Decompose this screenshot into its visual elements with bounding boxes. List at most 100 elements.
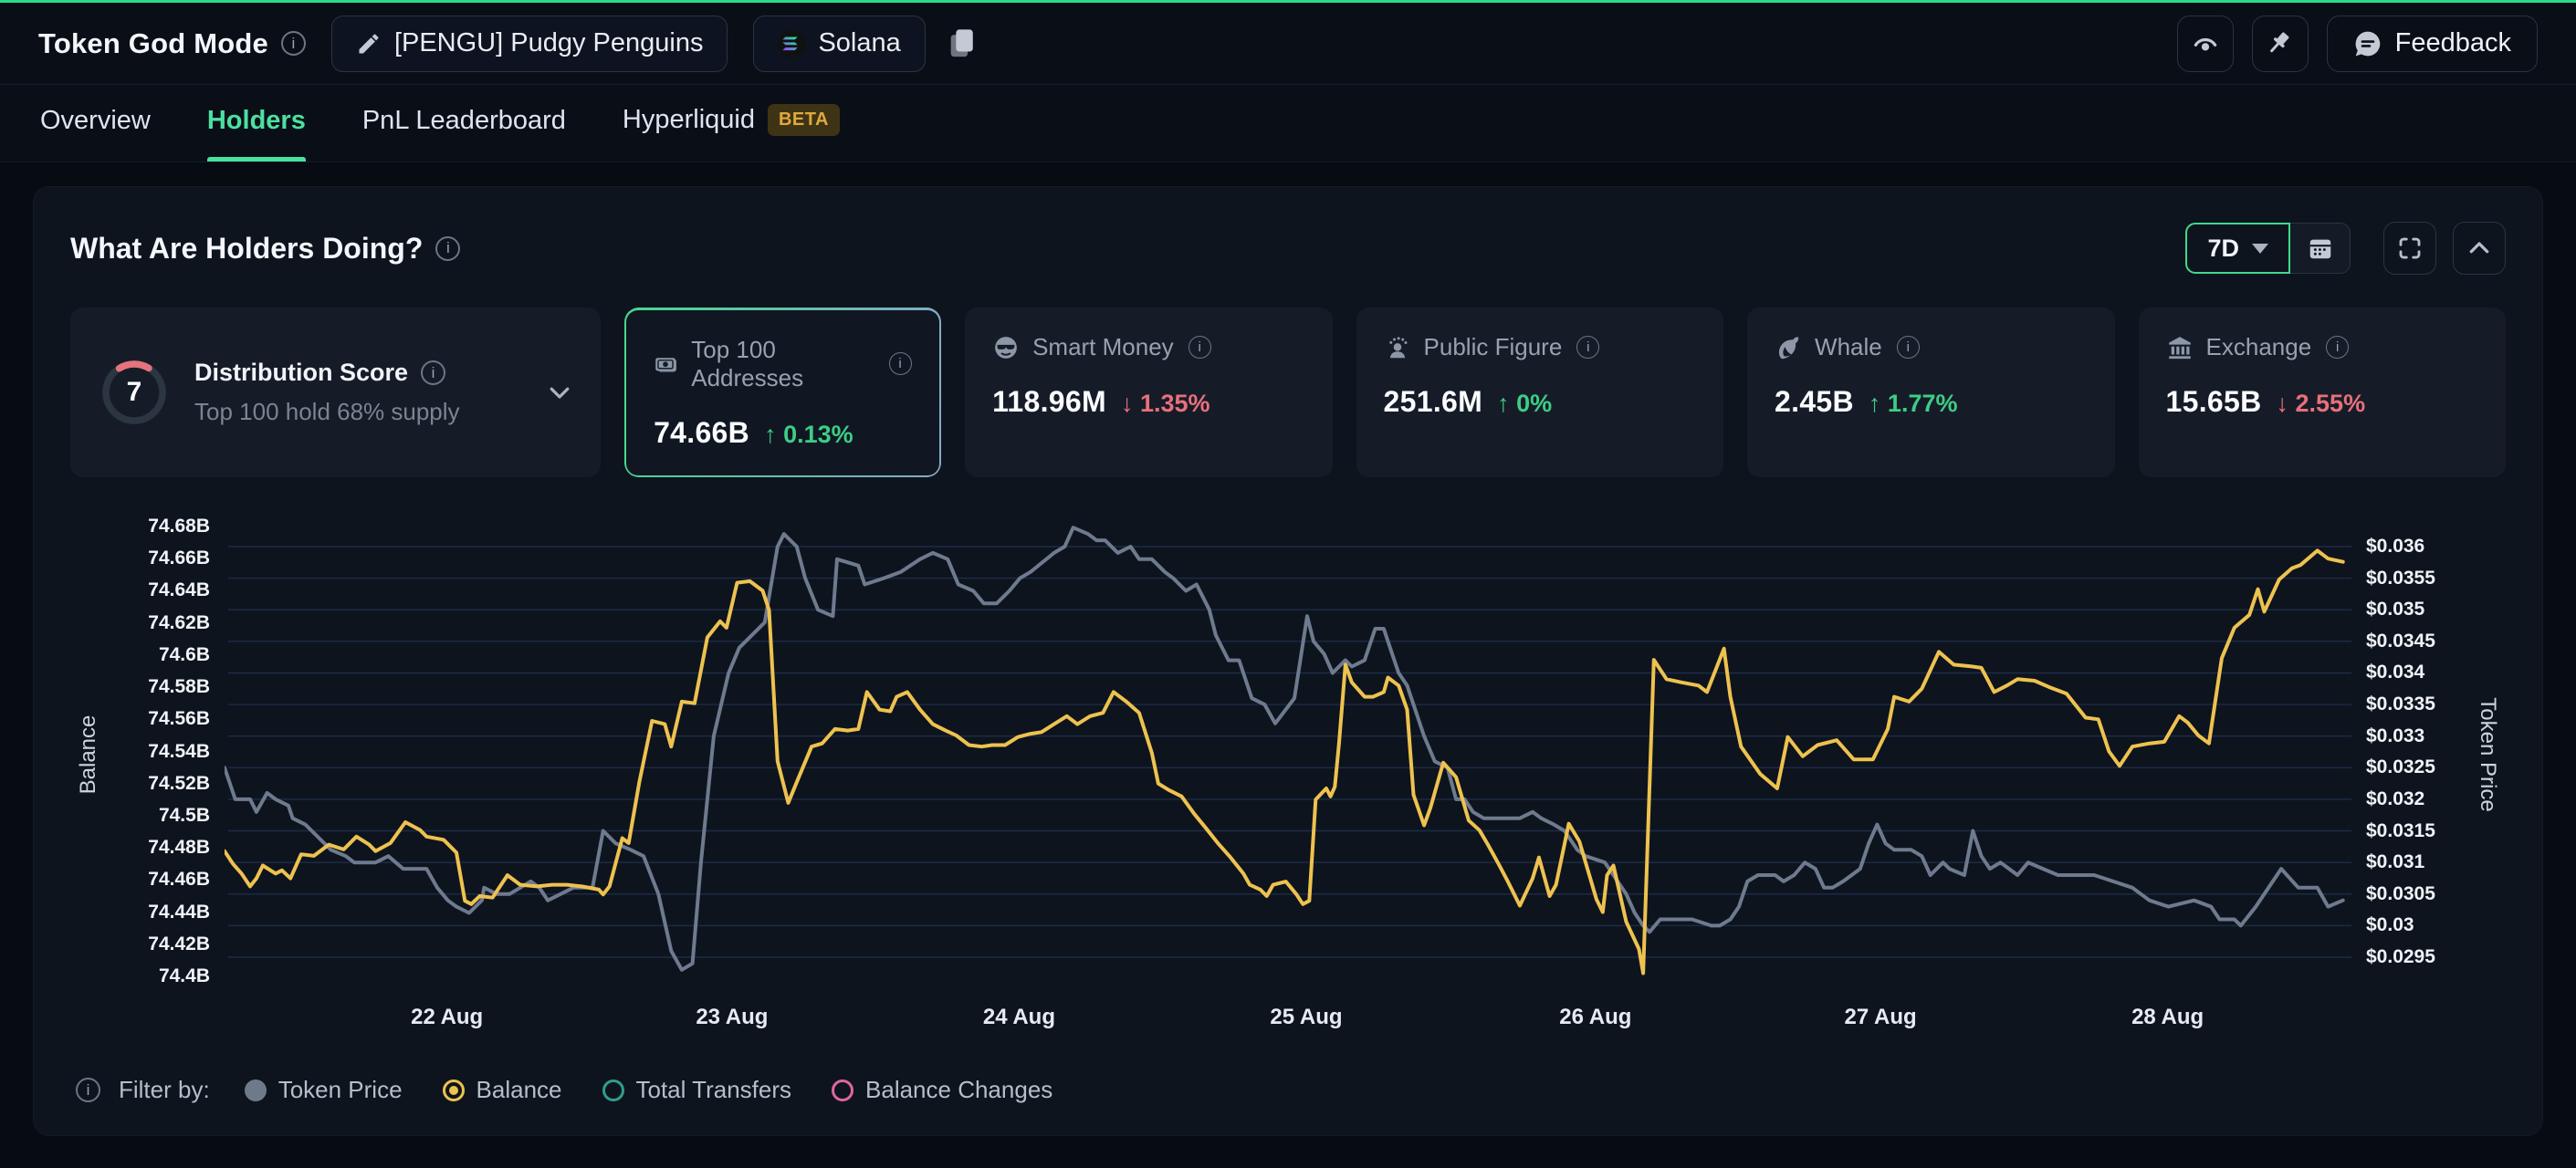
card-info-icon[interactable] [1896,336,1920,359]
balance-tick: 74.46B [148,869,210,891]
card-distribution-score[interactable]: 7 Distribution Score Top 100 hold 68% su… [70,308,601,477]
price-tick: $0.0355 [2366,567,2435,589]
price-tick: $0.0305 [2366,882,2435,904]
chevron-down-icon [550,387,569,399]
filter-token-price[interactable]: Token Price [244,1076,403,1104]
radio-balance-selected-icon [442,1079,465,1101]
feedback-bubble-icon [2355,31,2380,56]
time-range-dropdown[interactable]: 7D [2185,223,2290,274]
price-tick: $0.0315 [2366,819,2435,841]
price-tick: $0.0325 [2366,756,2435,778]
token-selector-label: [PENGU] Pudgy Penguins [393,28,704,57]
balance-tick: 74.66B [148,548,210,569]
card-value: 74.66B [654,415,750,449]
card-label: Public Figure [1423,333,1563,360]
card-whale[interactable]: Whale 2.45B ↑ 1.77% [1747,308,2115,477]
whale-icon [1778,336,1799,359]
card-value: 251.6M [1383,385,1483,418]
radio-balance-changes-icon [832,1079,854,1101]
price-tick: $0.03 [2366,914,2414,936]
filter-total-transfers[interactable]: Total Transfers [602,1076,791,1104]
card-delta: ↑ 0.13% [764,420,853,448]
balance-tick: 74.54B [148,740,210,762]
pencil-icon [359,34,379,53]
balance-tick: 74.64B [148,579,210,601]
beta-badge: BETA [767,104,840,136]
bank-icon [2168,336,2191,359]
filter-info-icon[interactable] [76,1078,100,1102]
price-tick: $0.035 [2366,599,2425,620]
holders-activity-panel: What Are Holders Doing? 7D [33,186,2543,1136]
time-axis-ticks: 22 Aug 23 Aug 24 Aug 25 Aug 26 Aug 27 Aug 28 A… [236,1005,2363,1048]
price-axis-ticks: $0.036 $0.0355 $0.035 $0.0345 $0.034 $0.0335 $… [2351,517,2468,992]
card-info-icon[interactable] [888,352,912,375]
balance-tick: 74.68B [148,516,210,537]
card-exchange[interactable]: Exchange 15.65B ↓ 2.55% [2138,308,2506,477]
copy-address-button[interactable] [946,26,977,61]
pin-button[interactable] [2251,15,2309,72]
page-loading-strip [0,0,2576,3]
price-tick: $0.031 [2366,851,2425,873]
balance-tick: 74.62B [148,611,210,633]
watch-token-button[interactable] [2176,15,2234,72]
tab-overview[interactable]: Overview [40,106,151,135]
price-tick: $0.0295 [2366,946,2435,967]
feedback-label: Feedback [2394,28,2511,57]
feedback-button[interactable]: Feedback [2326,15,2538,72]
date-tick: 25 Aug [1270,1005,1343,1029]
chevron-down-icon [2252,243,2268,254]
distribution-score-gauge: 7 [98,356,171,429]
right-axis-title: Token Price [2475,697,2500,812]
right-axis-title-col: Token Price [2468,517,2506,992]
token-selector-button[interactable]: [PENGU] Pudgy Penguins [330,15,728,72]
card-smart-money[interactable]: Smart Money 118.96M ↓ 1.35% [965,308,1333,477]
card-delta: ↓ 2.55% [2276,390,2366,417]
banknote-icon [655,357,676,371]
time-range-value: 7D [2207,234,2239,262]
card-value: 15.65B [2165,385,2262,418]
distribution-score-info-icon[interactable] [421,360,446,385]
section-tabbar: Overview Holders PnL Leaderboard Hyperli… [0,85,2576,162]
chain-selector-button[interactable]: Solana [753,15,926,72]
fullscreen-button[interactable] [2383,222,2436,275]
card-label: Smart Money [1032,333,1174,360]
card-info-icon[interactable] [1188,336,1211,359]
radio-token-price-icon [244,1079,267,1101]
card-top-100-addresses[interactable]: Top 100 Addresses 74.66B ↑ 0.13% [626,309,939,475]
card-public-figure[interactable]: Public Figure 251.6M ↑ 0% [1356,308,1724,477]
app-header: Token God Mode [PENGU] Pudgy Penguins So… [0,3,2576,85]
balance-axis-ticks: 74.68B 74.66B 74.64B 74.62B 74.6B 74.58B 74.56… [108,516,225,992]
title-info-icon[interactable] [280,31,306,56]
holders-chart: Balance 74.68B 74.66B 74.64B 74.62B 74.6B 74.… [70,516,2506,1048]
card-info-icon[interactable] [2326,336,2350,359]
tab-holders[interactable]: Holders [206,106,306,162]
balance-tick: 74.4B [158,965,210,986]
price-tick: $0.0345 [2366,630,2435,652]
calendar-icon [2309,239,2330,259]
card-top-100-selected-border: Top 100 Addresses 74.66B ↑ 0.13% [623,308,942,477]
date-tick: 27 Aug [1844,1005,1917,1029]
tab-hyperliquid[interactable]: Hyperliquid BETA [623,104,840,162]
card-info-icon[interactable] [1576,336,1600,359]
left-axis-title-col: Balance [70,517,108,992]
calendar-button[interactable] [2290,223,2351,274]
collapse-panel-button[interactable] [2453,222,2506,275]
tab-pnl-leaderboard[interactable]: PnL Leaderboard [361,106,566,135]
date-tick: 26 Aug [1559,1005,1632,1029]
chart-plot-area[interactable] [223,517,2351,992]
date-tick: 24 Aug [982,1005,1055,1029]
balance-tick: 74.42B [148,933,210,954]
panel-title-info-icon[interactable] [435,235,461,261]
card-delta: ↓ 1.35% [1120,390,1210,417]
distribution-score-value: 7 [126,377,142,407]
filter-balance[interactable]: Balance [442,1076,562,1104]
filter-label: Filter by: [119,1076,210,1103]
radio-total-transfers-icon [602,1079,624,1101]
filter-balance-changes[interactable]: Balance Changes [832,1076,1052,1104]
eye-icon [2194,37,2216,50]
card-label: Whale [1815,333,1882,360]
chart-filter-row: Filter by: Token Price Balance Total Tra… [76,1076,2506,1104]
date-tick: 22 Aug [411,1005,484,1029]
card-delta: ↑ 0% [1497,390,1553,417]
date-tick: 23 Aug [696,1005,769,1029]
